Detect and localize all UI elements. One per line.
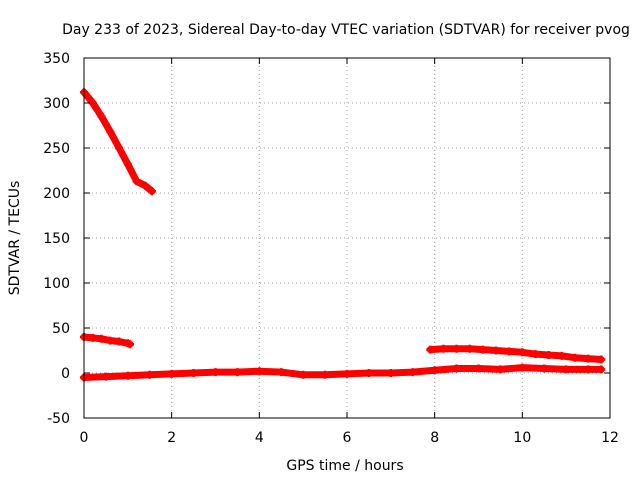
data-point — [88, 99, 97, 107]
data-point — [211, 368, 220, 377]
data-point — [115, 144, 124, 152]
data-point — [88, 333, 97, 342]
y-tick-label: 200 — [43, 186, 70, 202]
data-point — [147, 187, 156, 196]
data-point — [492, 346, 501, 355]
data-point — [430, 366, 439, 375]
data-point — [518, 363, 527, 372]
data-point — [97, 112, 106, 121]
data-point — [505, 347, 514, 356]
data-point — [584, 354, 593, 363]
data-point — [141, 181, 150, 190]
data-point — [126, 340, 135, 349]
series-arc-late-mid — [426, 344, 606, 364]
data-point — [343, 369, 351, 378]
axis-ticks — [83, 57, 611, 419]
y-tick-label: -50 — [47, 411, 70, 427]
data-point — [233, 368, 242, 377]
data-point — [584, 365, 593, 374]
data-point — [562, 365, 571, 374]
grid-lines — [84, 58, 610, 418]
data-point — [277, 368, 286, 377]
data-point — [544, 351, 553, 359]
y-tick-label: 0 — [61, 366, 70, 382]
data-point — [474, 364, 483, 373]
data-point — [386, 369, 395, 377]
tick-labels: 0 2 4 6 8 10 12 -50 0 50 100 150 200 250 300 350 — [43, 51, 619, 446]
data-point — [570, 353, 579, 362]
data-point — [597, 365, 606, 374]
data-point — [557, 351, 566, 360]
x-tick-label: 4 — [255, 430, 264, 446]
data-point — [531, 350, 540, 359]
data-point — [478, 345, 487, 354]
y-tick-label: 350 — [43, 51, 70, 67]
data-point — [106, 127, 115, 136]
x-tick-label: 12 — [601, 430, 619, 446]
data-point — [465, 344, 474, 353]
x-tick-label: 2 — [167, 430, 176, 446]
data-point — [299, 370, 308, 379]
y-tick-label: 300 — [43, 96, 70, 112]
series-arc-high-decreasing — [80, 88, 156, 196]
data-point — [145, 370, 154, 379]
data-point — [255, 367, 264, 376]
x-axis-label: GPS time / hours — [286, 458, 403, 474]
data-point — [426, 345, 435, 354]
data-point — [115, 337, 124, 346]
data-point — [452, 344, 461, 353]
data-point — [167, 369, 176, 378]
y-axis-label: SDTVAR / TECUs — [7, 181, 23, 296]
data-point — [439, 344, 448, 353]
data-point — [321, 370, 330, 379]
x-tick-label: 0 — [80, 430, 89, 446]
x-tick-label: 8 — [430, 430, 439, 446]
data-point — [123, 371, 132, 380]
data-point — [97, 334, 106, 343]
data-point — [123, 160, 132, 169]
data-point — [597, 355, 606, 364]
y-tick-label: 100 — [43, 276, 70, 292]
data-point — [101, 372, 110, 381]
data-point — [408, 368, 417, 377]
x-tick-label: 6 — [343, 430, 352, 446]
series-arc-baseline — [80, 363, 606, 382]
data-point — [518, 348, 527, 357]
x-tick-label: 10 — [513, 430, 531, 446]
data-point — [496, 365, 505, 374]
data-series-layer — [80, 88, 606, 382]
data-point — [189, 369, 198, 377]
data-point — [132, 177, 141, 186]
data-point — [364, 369, 373, 377]
data-point — [452, 364, 461, 373]
y-tick-label: 50 — [52, 321, 70, 337]
chart-title: Day 233 of 2023, Sidereal Day-to-day VTE… — [62, 22, 630, 38]
data-point — [540, 364, 549, 373]
y-tick-label: 250 — [43, 141, 70, 157]
y-tick-label: 150 — [43, 231, 70, 247]
data-point — [106, 336, 115, 345]
